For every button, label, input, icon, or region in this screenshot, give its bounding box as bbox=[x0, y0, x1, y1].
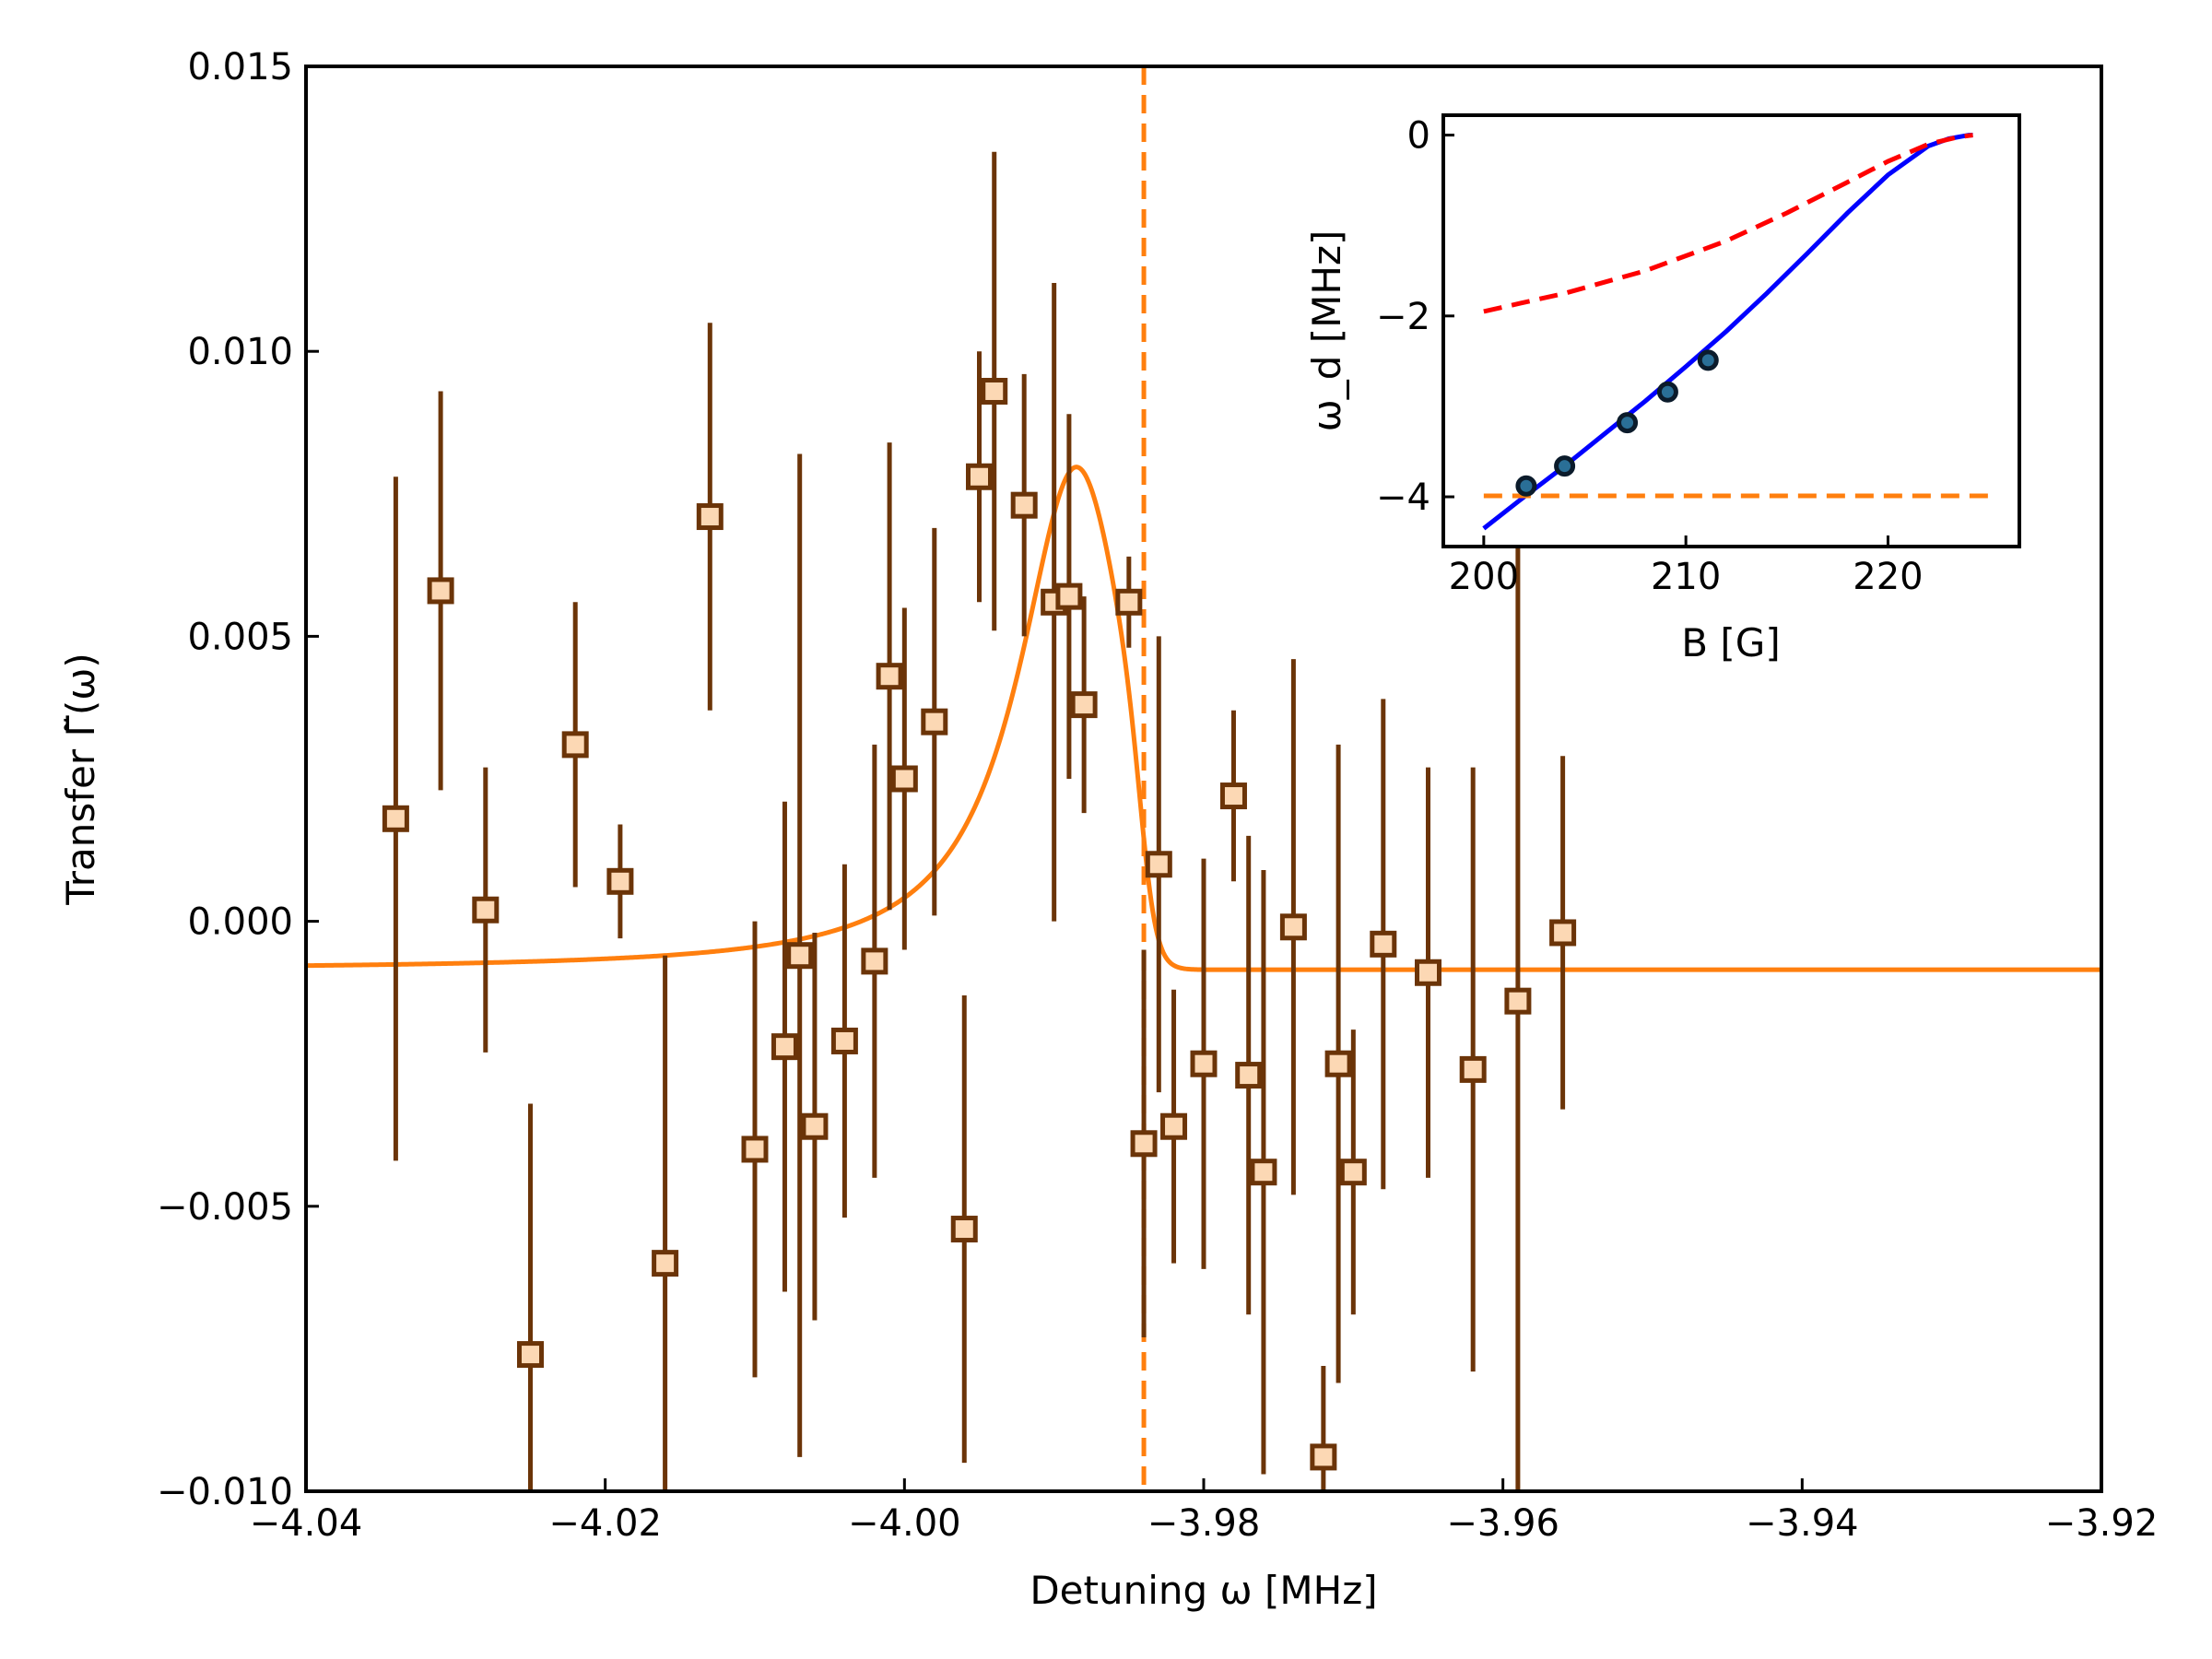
inset-data-point bbox=[1697, 349, 1719, 371]
data-point bbox=[876, 663, 903, 690]
data-point bbox=[741, 1135, 769, 1163]
data-point bbox=[1055, 582, 1083, 610]
data-point bbox=[517, 1341, 544, 1369]
inset-data-point bbox=[1617, 412, 1639, 434]
x-tick-label: −4.02 bbox=[548, 1502, 662, 1545]
inset-dashed-curve bbox=[1483, 133, 1973, 314]
data-point bbox=[1324, 1050, 1352, 1077]
y-tick-label: −0.010 bbox=[157, 1471, 293, 1513]
data-point bbox=[1279, 913, 1307, 941]
main-x-axis-label: Detuning ω [MHz] bbox=[1030, 1568, 1377, 1613]
x-tick-label: −4.04 bbox=[250, 1502, 363, 1545]
data-point bbox=[1130, 1130, 1158, 1158]
data-point bbox=[921, 708, 948, 735]
inset-background bbox=[1443, 115, 2019, 547]
main-plot: −4.04 −4.02 −4.00 −3.98 −3.96 −3.94 −3.92 −0.01… bbox=[58, 46, 2158, 1613]
data-point bbox=[890, 765, 918, 793]
data-point bbox=[950, 1216, 978, 1243]
data-point bbox=[382, 805, 409, 832]
main-data-layer bbox=[306, 66, 2101, 1491]
data-point bbox=[771, 1033, 798, 1061]
data-point bbox=[1459, 1055, 1487, 1083]
data-point bbox=[801, 1112, 829, 1140]
x-tick-label: −3.92 bbox=[2045, 1502, 2159, 1545]
data-point bbox=[1235, 1062, 1263, 1089]
inset-data-layer bbox=[1482, 133, 1990, 531]
data-point bbox=[1219, 782, 1247, 810]
inset-y-tick-label: −4 bbox=[1376, 477, 1430, 519]
data-point bbox=[981, 377, 1008, 405]
data-point bbox=[561, 731, 589, 759]
inset-data-point bbox=[1656, 381, 1678, 403]
data-point bbox=[1370, 930, 1397, 958]
inset-x-axis-label: B [G] bbox=[1681, 620, 1780, 665]
data-point bbox=[652, 1250, 679, 1277]
data-point bbox=[427, 577, 454, 605]
y-tick-label: 0.005 bbox=[187, 616, 293, 658]
data-point bbox=[1504, 987, 1532, 1015]
inset-x-tick-label: 210 bbox=[1651, 556, 1721, 598]
inset-y-tick-label: −2 bbox=[1376, 296, 1430, 338]
inset-tick-labels: 200 210 220 0 −2 −4 bbox=[1376, 115, 1924, 598]
inset-data-point bbox=[1554, 455, 1576, 477]
data-point bbox=[966, 463, 993, 490]
data-point bbox=[1145, 851, 1172, 878]
x-tick-label: −3.96 bbox=[1446, 1502, 1559, 1545]
y-tick-label: 0.015 bbox=[187, 46, 293, 88]
y-tick-label: −0.005 bbox=[157, 1186, 293, 1229]
main-tick-labels: −4.04 −4.02 −4.00 −3.98 −3.96 −3.94 −3.92 −0.01… bbox=[157, 46, 2158, 1545]
data-point bbox=[861, 947, 888, 975]
data-point bbox=[1010, 491, 1038, 519]
data-point bbox=[606, 867, 634, 895]
data-point bbox=[1160, 1112, 1188, 1140]
data-point bbox=[1549, 919, 1577, 947]
inset-frame bbox=[1441, 113, 2021, 548]
inset-data-point bbox=[1515, 475, 1537, 497]
inset-y-tick-label: 0 bbox=[1407, 115, 1430, 158]
data-point bbox=[1415, 959, 1441, 986]
main-y-axis-label: Transfer Γ̃(ω) bbox=[58, 653, 103, 906]
data-point bbox=[1250, 1159, 1277, 1186]
inset-x-tick-label: 200 bbox=[1449, 556, 1519, 598]
inset-y-axis-label: ω_d [MHz] bbox=[1304, 230, 1349, 432]
x-tick-label: −3.98 bbox=[1147, 1502, 1261, 1545]
data-point bbox=[1115, 588, 1143, 616]
data-point bbox=[472, 896, 500, 924]
y-tick-label: 0.010 bbox=[187, 331, 293, 373]
main-plot-frame bbox=[304, 65, 2103, 1493]
data-point bbox=[1310, 1443, 1337, 1471]
data-point bbox=[1190, 1050, 1218, 1077]
data-point bbox=[1339, 1159, 1367, 1186]
data-point bbox=[1070, 691, 1098, 719]
data-point bbox=[696, 503, 724, 531]
y-tick-label: 0.000 bbox=[187, 901, 293, 944]
x-tick-label: −3.94 bbox=[1746, 1502, 1859, 1545]
data-point bbox=[830, 1027, 858, 1054]
x-tick-label: −4.00 bbox=[848, 1502, 961, 1545]
inset-x-tick-label: 220 bbox=[1853, 556, 1923, 598]
inset-plot: 200 210 220 0 −2 −4 B [G] ω_d [MHz] bbox=[1304, 113, 2021, 665]
data-point bbox=[786, 942, 814, 970]
